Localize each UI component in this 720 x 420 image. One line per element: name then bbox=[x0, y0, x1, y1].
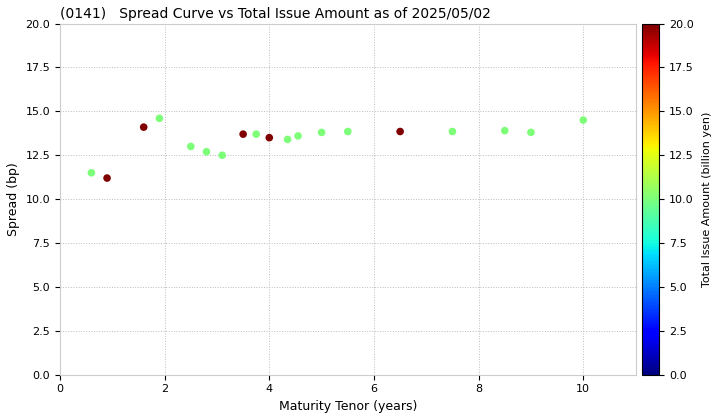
Point bbox=[217, 152, 228, 159]
Point bbox=[201, 148, 212, 155]
Y-axis label: Total Issue Amount (billion yen): Total Issue Amount (billion yen) bbox=[702, 111, 712, 287]
Text: (0141)   Spread Curve vs Total Issue Amount as of 2025/05/02: (0141) Spread Curve vs Total Issue Amoun… bbox=[60, 7, 491, 21]
Point bbox=[86, 169, 97, 176]
Point bbox=[525, 129, 536, 136]
Point bbox=[138, 124, 150, 131]
Point bbox=[102, 175, 113, 181]
Point bbox=[499, 127, 510, 134]
Point bbox=[342, 128, 354, 135]
X-axis label: Maturity Tenor (years): Maturity Tenor (years) bbox=[279, 400, 417, 413]
Point bbox=[316, 129, 328, 136]
Point bbox=[282, 136, 293, 143]
Point bbox=[446, 128, 458, 135]
Point bbox=[251, 131, 262, 137]
Point bbox=[292, 133, 304, 139]
Point bbox=[153, 115, 165, 122]
Point bbox=[264, 134, 275, 141]
Y-axis label: Spread (bp): Spread (bp) bbox=[7, 162, 20, 236]
Point bbox=[577, 117, 589, 123]
Point bbox=[185, 143, 197, 150]
Point bbox=[395, 128, 406, 135]
Point bbox=[238, 131, 249, 137]
